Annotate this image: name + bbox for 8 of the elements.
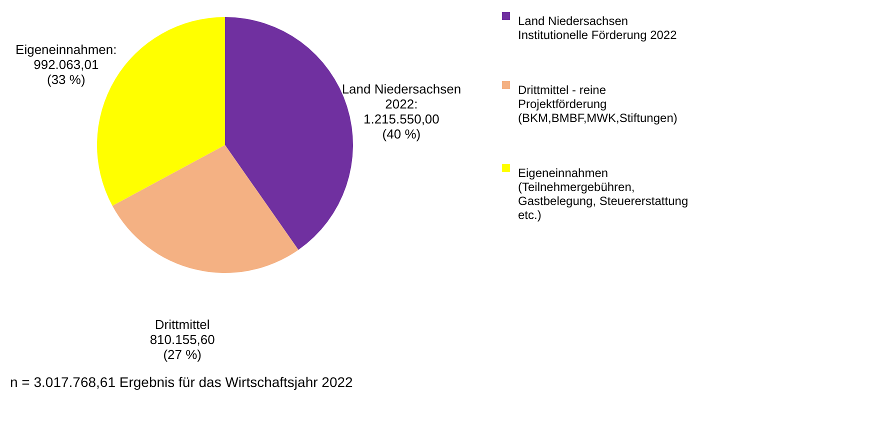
data-label: Drittmittel 810.155,60 (27 %) (150, 317, 215, 362)
pie-slice (112, 145, 298, 273)
legend-label: Eigeneinnahmen (Teilnehmergebühren, Gastbelegung, Steuererstattung etc.) (518, 166, 688, 222)
data-label: Land Niedersachsen 2022: 1.215.550,00 (40 %) (342, 81, 462, 142)
legend-label: Land Niedersachsen Institutionelle Förderung 2022 (518, 14, 678, 42)
data-label: Eigeneinnahmen: 992.063,01 (33 %) (16, 42, 117, 88)
text: n = 3.017.768,61 Ergebnis für das Wirtschaftsjahr 2022 (10, 374, 354, 390)
legend-label: Drittmittel - reine Projektförderung (BKM,BMBF,MWK,Stiftungen) (518, 83, 678, 125)
